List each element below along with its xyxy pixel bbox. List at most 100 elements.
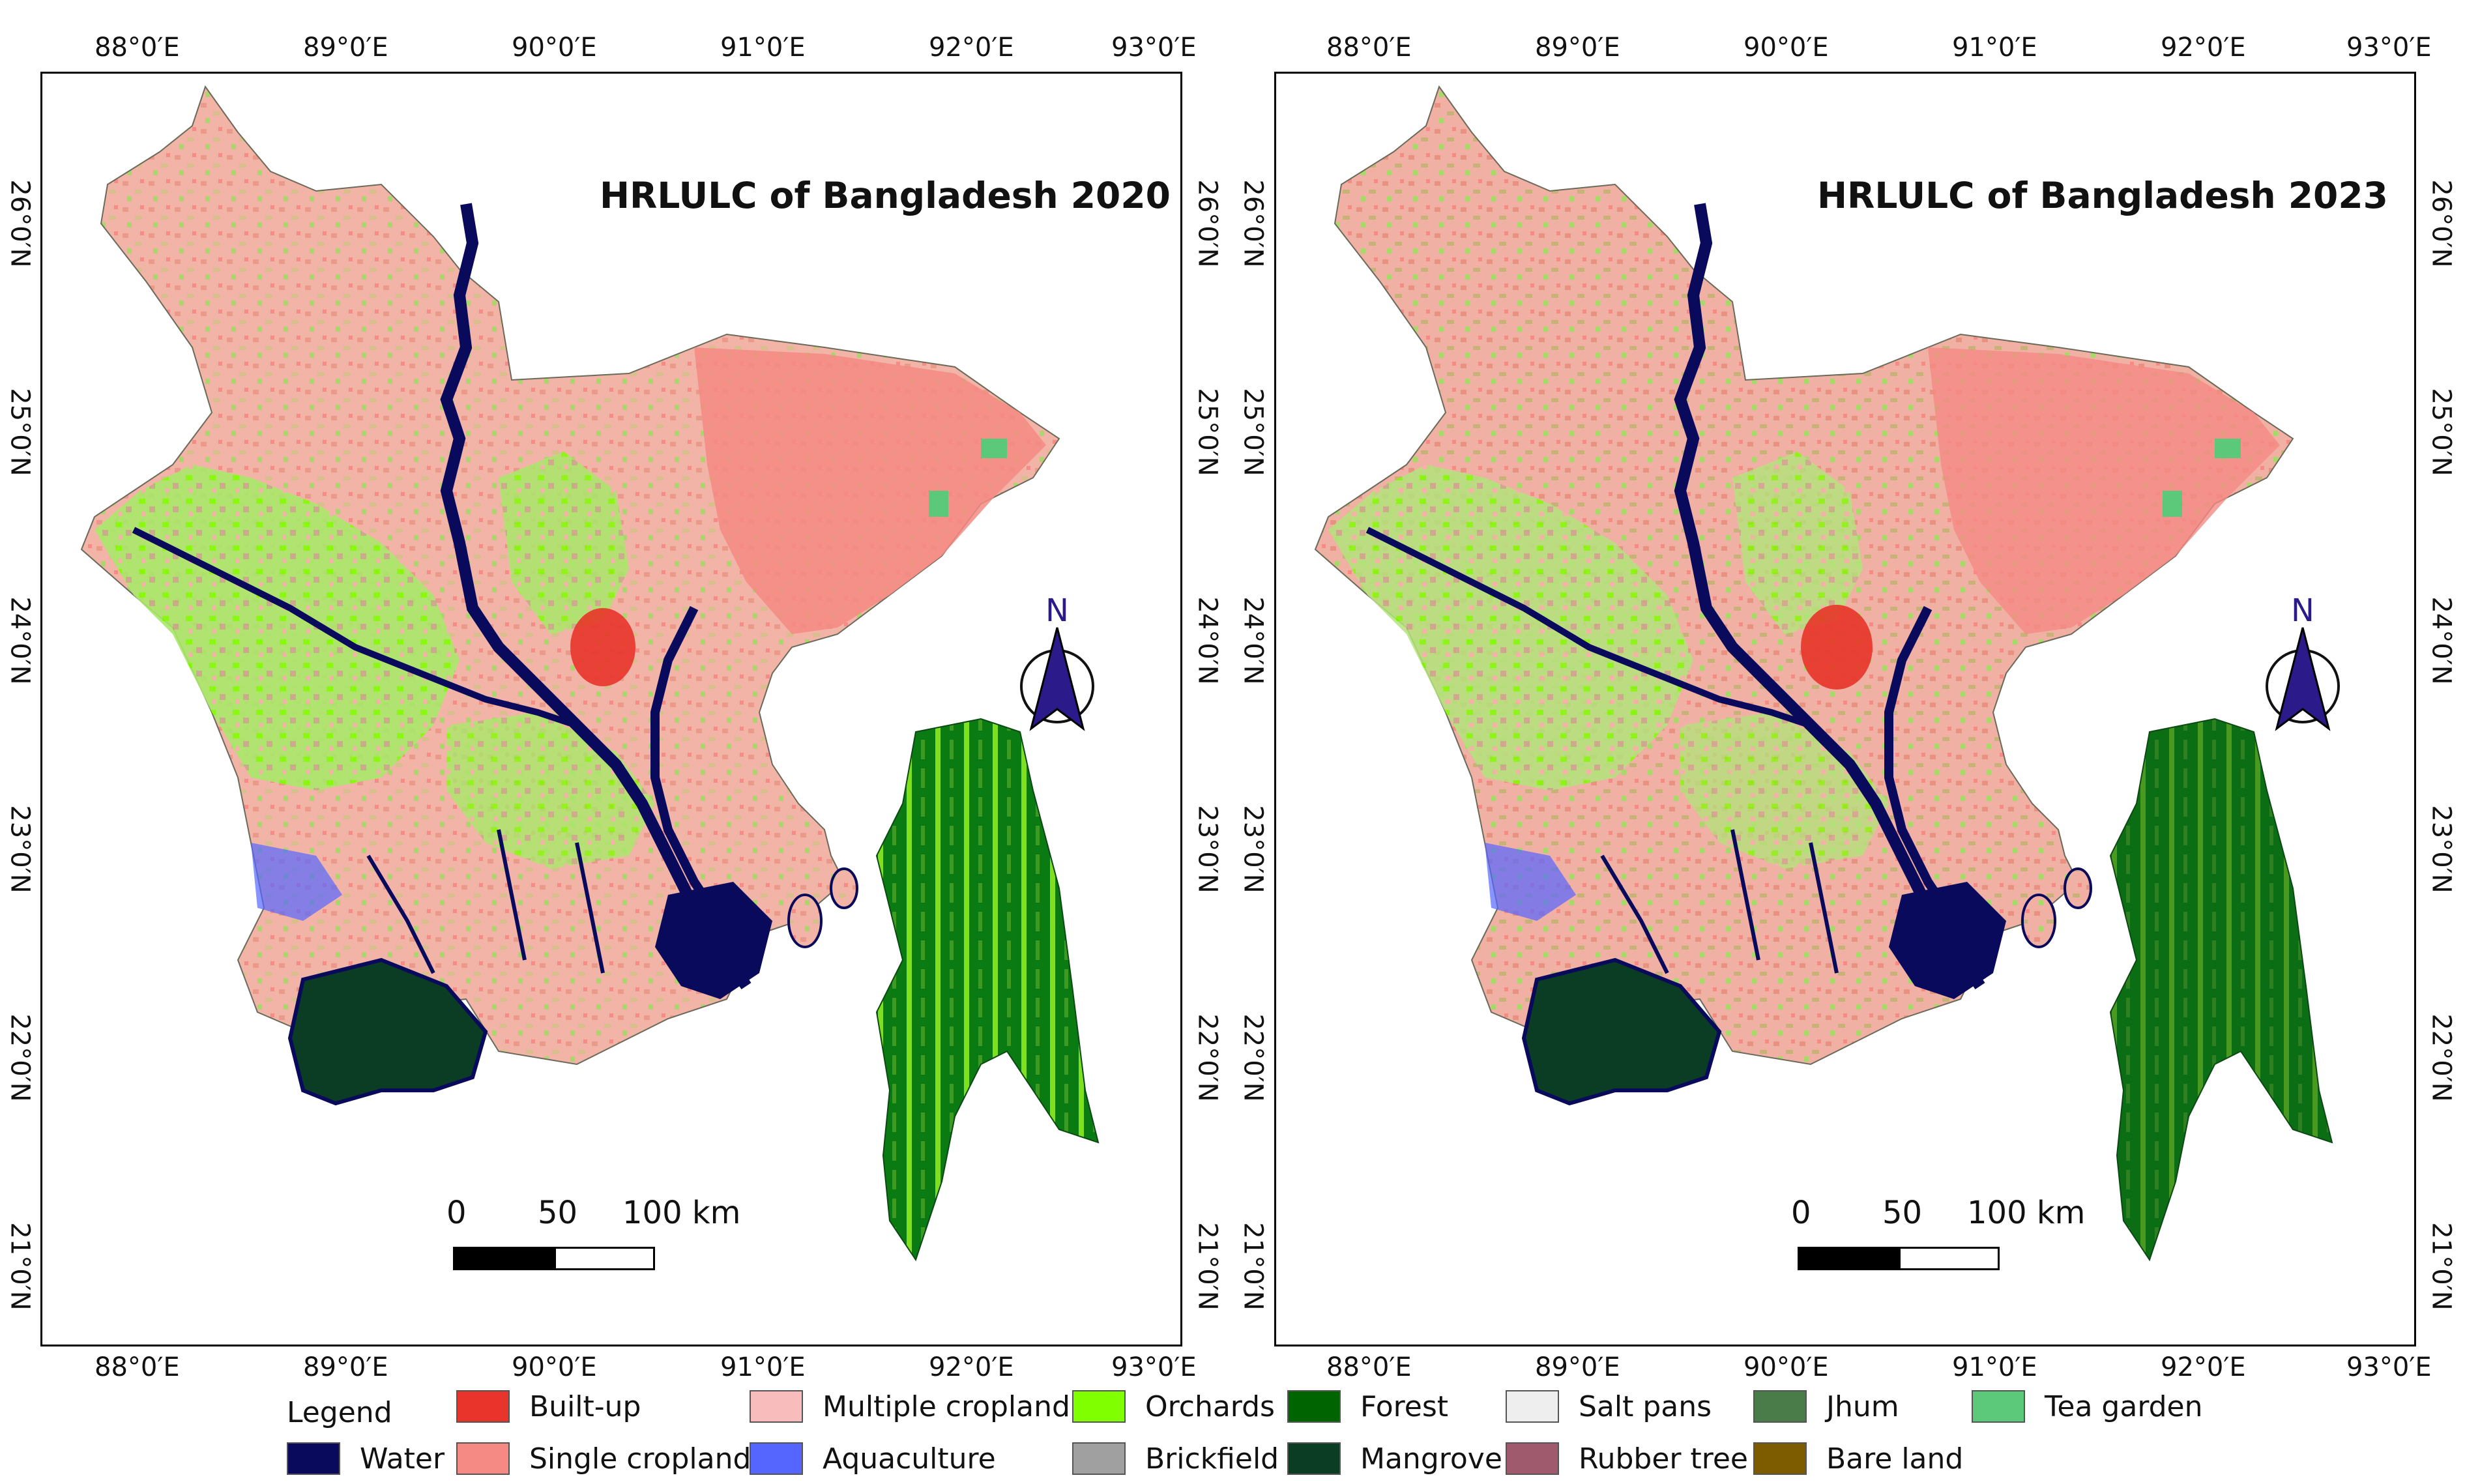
lat-label: 25°0′N <box>5 388 35 476</box>
tea-garden-patch <box>929 491 948 517</box>
lat-label: 26°0′N <box>2426 179 2457 268</box>
north-arrow-icon: N <box>1020 592 1094 731</box>
legend-item-aquaculture: Aquaculture <box>750 1440 996 1477</box>
lat-label: 26°0′N <box>1238 179 1268 268</box>
legend-label: Water <box>360 1442 445 1476</box>
legend-item-bare-land: Bare land <box>1753 1440 1963 1477</box>
mangrove-sundarbans <box>287 957 488 1106</box>
aquaculture-area <box>251 843 342 921</box>
legend-swatch <box>1287 1390 1341 1423</box>
legend-swatch <box>750 1442 803 1475</box>
legend-label: Brickfield <box>1145 1442 1279 1476</box>
legend-swatch <box>1072 1390 1126 1423</box>
forest-chittagong <box>2109 718 2333 1262</box>
island <box>2021 894 2056 948</box>
lat-label: 24°0′N <box>5 596 35 685</box>
legend-label: Single cropland <box>529 1442 751 1476</box>
river-padma <box>132 527 578 729</box>
lat-label: 24°0′N <box>1192 596 1223 685</box>
north-label: N <box>2291 592 2314 629</box>
built-up-dhaka <box>1801 605 1873 690</box>
lon-label: 93°0′E <box>1111 1352 1197 1382</box>
lat-label: 25°0′N <box>2426 388 2457 476</box>
forest-chittagong <box>875 718 1100 1262</box>
lat-label: 21°0′N <box>5 1222 35 1311</box>
lon-label: 92°0′E <box>929 33 1014 63</box>
lat-label: 26°0′N <box>1192 179 1223 268</box>
lat-label: 21°0′N <box>1192 1222 1223 1311</box>
lon-label: 93°0′E <box>1111 33 1197 63</box>
map-panel-2020: HRLULC of Bangladesh 2020 N 0 50 100 km <box>40 72 1182 1346</box>
river-meghna <box>1884 605 1958 924</box>
legend-label: Rubber tree <box>1579 1442 1749 1476</box>
river-jamuna <box>440 203 751 989</box>
north-label: N <box>1045 592 1069 629</box>
lon-label: 89°0′E <box>1535 33 1620 63</box>
lon-label: 91°0′E <box>1952 1352 2037 1382</box>
scale-tick: 50 <box>1882 1195 1923 1231</box>
scale-tick: 50 <box>538 1195 578 1231</box>
island <box>2064 867 2092 909</box>
legend-label: Salt pans <box>1579 1389 1712 1423</box>
lat-label: 21°0′N <box>2426 1222 2457 1311</box>
lon-label: 88°0′E <box>1326 1352 1412 1382</box>
island <box>830 867 858 909</box>
orchard-area-west <box>95 465 459 791</box>
lat-label: 24°0′N <box>2426 596 2457 685</box>
north-arrow-icon: N <box>2266 592 2340 731</box>
scale-tick: 0 <box>446 1195 467 1231</box>
legend-swatch <box>750 1390 803 1423</box>
legend-title: Legend <box>287 1396 392 1429</box>
orchard-area-central <box>499 452 629 634</box>
lon-label: 91°0′E <box>720 33 806 63</box>
scale-tick: 0 <box>1791 1195 1811 1231</box>
legend-swatch <box>1753 1390 1807 1423</box>
scale-bar-graphic <box>453 1247 655 1270</box>
legend-label: Built-up <box>529 1389 641 1423</box>
mangrove-sundarbans <box>1521 957 1722 1106</box>
island <box>787 894 823 948</box>
lon-label: 90°0′E <box>1743 33 1829 63</box>
legend-label: Aquaculture <box>823 1442 996 1476</box>
lon-label: 91°0′E <box>720 1352 806 1382</box>
lon-label: 90°0′E <box>1743 1352 1829 1382</box>
legend-swatch <box>287 1442 340 1475</box>
lat-label: 24°0′N <box>1238 596 1268 685</box>
river-meghna <box>650 605 724 924</box>
river-jamuna <box>1674 203 1985 989</box>
legend: Legend Water Built-up Single cropland Mu… <box>0 1388 2465 1479</box>
legend-label: Orchards <box>1145 1389 1275 1423</box>
lon-label: 88°0′E <box>1326 33 1412 63</box>
legend-label: Tea garden <box>2045 1389 2203 1423</box>
legend-label: Multiple cropland <box>823 1389 1070 1423</box>
bangladesh-map-2023 <box>1314 85 2333 1262</box>
lon-label: 90°0′E <box>512 1352 597 1382</box>
scale-tick: 100 km <box>1967 1195 2086 1231</box>
lon-label: 89°0′E <box>303 1352 388 1382</box>
lat-label: 25°0′N <box>1192 388 1223 476</box>
scale-bar-graphic <box>1798 1247 2000 1270</box>
legend-item-brickfield: Brickfield <box>1072 1440 1279 1477</box>
bangladesh-map-2020 <box>80 85 1100 1262</box>
legend-item-rubber-tree: Rubber tree <box>1506 1440 1748 1477</box>
lat-label: 23°0′N <box>1238 805 1268 894</box>
legend-item-orchards: Orchards <box>1072 1388 1275 1425</box>
legend-item-jhum: Jhum <box>1753 1388 1899 1425</box>
lat-label: 22°0′N <box>1238 1013 1268 1102</box>
legend-label: Forest <box>1360 1389 1449 1423</box>
lat-label: 25°0′N <box>1238 388 1268 476</box>
lat-label: 23°0′N <box>1192 805 1223 894</box>
lon-label: 89°0′E <box>1535 1352 1620 1382</box>
scale-bar: 0 50 100 km <box>446 1195 740 1279</box>
scale-tick: 100 km <box>622 1195 741 1231</box>
river-delta <box>1600 829 1839 974</box>
estuary <box>1889 882 2006 999</box>
legend-swatch <box>1506 1390 1559 1423</box>
scale-bar: 0 50 100 km <box>1791 1195 2085 1279</box>
legend-item-built-up: Built-up <box>456 1388 641 1425</box>
sylhet-region <box>694 347 1046 634</box>
legend-label: Mangrove <box>1360 1442 1502 1476</box>
lon-label: 93°0′E <box>2346 33 2432 63</box>
tea-garden-patch <box>2215 439 2241 458</box>
river-delta <box>366 829 605 974</box>
